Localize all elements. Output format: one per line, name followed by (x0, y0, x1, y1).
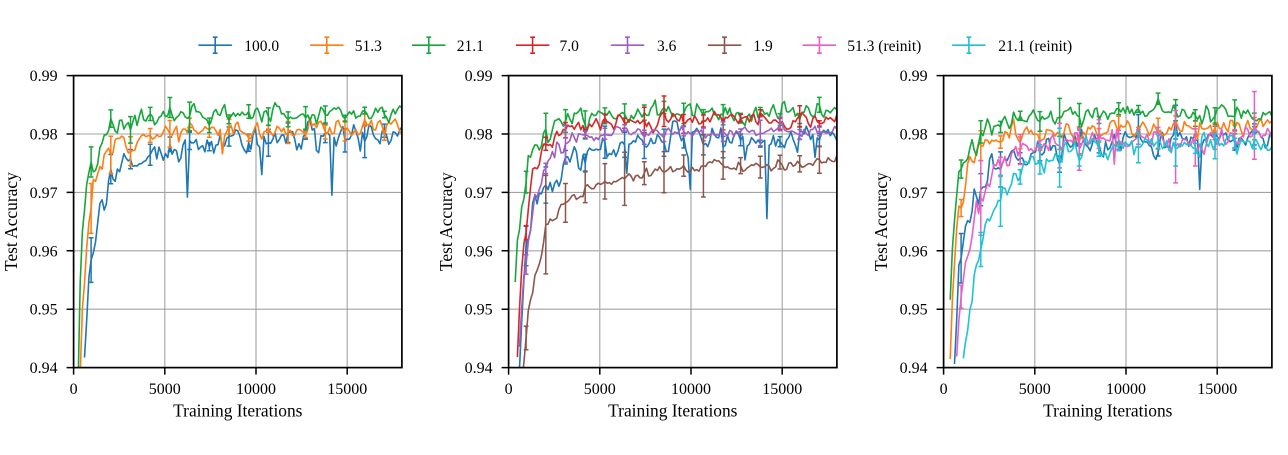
svg-text:0.94: 0.94 (30, 360, 58, 377)
svg-text:Test Accuracy: Test Accuracy (871, 172, 891, 271)
svg-text:Test Accuracy: Test Accuracy (1, 172, 21, 271)
svg-text:0.96: 0.96 (465, 243, 493, 260)
svg-text:0: 0 (505, 381, 513, 398)
svg-text:0: 0 (70, 381, 78, 398)
svg-text:15000: 15000 (327, 381, 367, 398)
svg-text:0: 0 (940, 381, 948, 398)
svg-text:0.97: 0.97 (30, 185, 58, 202)
svg-text:0.96: 0.96 (30, 243, 58, 260)
svg-text:Training Iterations: Training Iterations (173, 401, 303, 421)
svg-text:1.9: 1.9 (753, 38, 773, 55)
svg-text:15000: 15000 (1197, 381, 1237, 398)
svg-text:0.98: 0.98 (465, 127, 493, 144)
svg-text:Test Accuracy: Test Accuracy (436, 172, 456, 271)
svg-text:100.0: 100.0 (244, 38, 279, 55)
svg-text:Training Iterations: Training Iterations (1043, 401, 1173, 421)
svg-text:5000: 5000 (584, 381, 616, 398)
svg-text:0.98: 0.98 (30, 127, 58, 144)
svg-text:0.97: 0.97 (465, 185, 493, 202)
svg-text:21.1 (reinit): 21.1 (reinit) (998, 38, 1072, 55)
svg-text:0.95: 0.95 (30, 302, 58, 319)
svg-text:0.99: 0.99 (465, 68, 493, 85)
svg-text:5000: 5000 (149, 381, 181, 398)
svg-text:10000: 10000 (671, 381, 711, 398)
svg-text:0.94: 0.94 (900, 360, 928, 377)
svg-text:Training Iterations: Training Iterations (608, 401, 738, 421)
svg-text:0.99: 0.99 (900, 68, 928, 85)
svg-text:0.94: 0.94 (465, 360, 493, 377)
svg-text:10000: 10000 (1106, 381, 1146, 398)
svg-text:0.95: 0.95 (900, 302, 928, 319)
svg-text:10000: 10000 (236, 381, 276, 398)
svg-text:0.98: 0.98 (900, 127, 928, 144)
svg-text:0.95: 0.95 (465, 302, 493, 319)
svg-text:51.3 (reinit): 51.3 (reinit) (847, 38, 921, 55)
svg-text:21.1: 21.1 (457, 38, 484, 55)
svg-text:0.97: 0.97 (900, 185, 928, 202)
svg-text:7.0: 7.0 (560, 38, 580, 55)
svg-text:5000: 5000 (1019, 381, 1051, 398)
svg-text:51.3: 51.3 (355, 38, 382, 55)
svg-text:15000: 15000 (762, 381, 802, 398)
svg-text:0.99: 0.99 (30, 68, 58, 85)
svg-text:3.6: 3.6 (657, 38, 677, 55)
svg-text:0.96: 0.96 (900, 243, 928, 260)
